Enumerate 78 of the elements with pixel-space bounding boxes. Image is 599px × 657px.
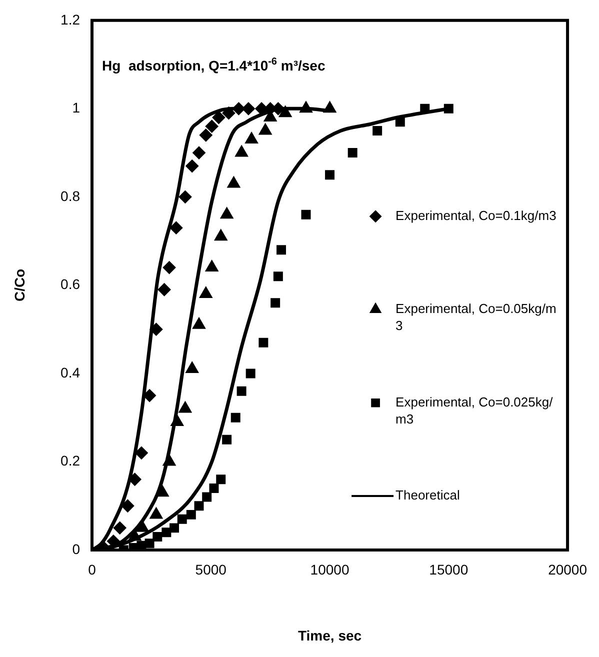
point — [214, 229, 228, 241]
y-tick-label: 1.2 — [60, 11, 80, 28]
point — [325, 170, 335, 180]
point — [230, 412, 240, 422]
point — [236, 386, 246, 396]
y-tick-label: 0 — [72, 540, 80, 557]
point — [270, 298, 280, 308]
x-tick-label: 10000 — [310, 561, 350, 578]
point — [150, 322, 163, 336]
y-tick-label: 0.2 — [60, 452, 80, 469]
point — [202, 492, 212, 502]
point — [162, 454, 176, 466]
legend-label: Experimental, Co=0.025kg/m3 — [396, 394, 554, 426]
point — [244, 132, 258, 144]
point — [258, 338, 268, 348]
point — [273, 272, 283, 282]
point — [152, 532, 162, 542]
x-tick-label: 20000 — [548, 561, 588, 578]
point — [144, 538, 154, 548]
point — [444, 104, 454, 114]
point — [395, 117, 405, 127]
point — [162, 261, 176, 274]
point — [170, 523, 180, 533]
point — [113, 521, 126, 534]
point — [216, 474, 226, 484]
point — [205, 120, 218, 133]
point — [372, 126, 382, 136]
point — [209, 483, 219, 493]
point — [178, 401, 192, 413]
y-tick-label: 0.8 — [60, 188, 80, 204]
legend-label: Experimental, Co=0.1kg/m3 — [396, 208, 556, 223]
point — [278, 106, 292, 118]
point — [222, 434, 232, 444]
point — [199, 286, 212, 298]
point — [170, 414, 184, 426]
point — [134, 446, 148, 460]
x-tick-label: 15000 — [429, 561, 468, 578]
point — [158, 283, 171, 296]
x-tick-label: 5000 — [195, 561, 227, 578]
point — [348, 148, 358, 158]
point — [170, 221, 183, 234]
legend-label: Theoretical — [396, 488, 460, 503]
point — [143, 389, 156, 402]
point — [242, 102, 255, 116]
point — [323, 101, 336, 113]
x-axis-title: Time, sec — [298, 627, 362, 644]
y-axis-title: C/Co — [11, 268, 28, 302]
point — [232, 102, 246, 116]
point — [194, 501, 204, 511]
point — [258, 123, 272, 135]
point — [222, 106, 236, 120]
point — [299, 101, 313, 113]
point — [420, 104, 430, 114]
point — [276, 245, 286, 255]
y-tick-label: 0.6 — [60, 276, 80, 292]
point — [220, 207, 234, 219]
point — [178, 190, 192, 204]
point — [192, 146, 206, 160]
legend-label: Experimental, Co=0.05kg/m3 — [396, 301, 556, 334]
point — [162, 528, 172, 538]
point — [246, 368, 256, 378]
point — [192, 317, 206, 329]
point — [227, 176, 240, 188]
point — [177, 514, 187, 524]
point — [186, 510, 196, 520]
y-tick-label: 1 — [72, 100, 80, 116]
point — [199, 128, 212, 142]
point — [212, 110, 226, 124]
y-tick-label: 0.4 — [60, 364, 80, 380]
point — [186, 362, 199, 374]
point — [186, 160, 199, 173]
x-tick-label: 0 — [88, 561, 96, 578]
point — [121, 499, 134, 512]
point — [301, 210, 311, 220]
point — [150, 507, 163, 519]
point — [136, 520, 149, 532]
point — [205, 260, 218, 272]
point — [234, 145, 248, 157]
